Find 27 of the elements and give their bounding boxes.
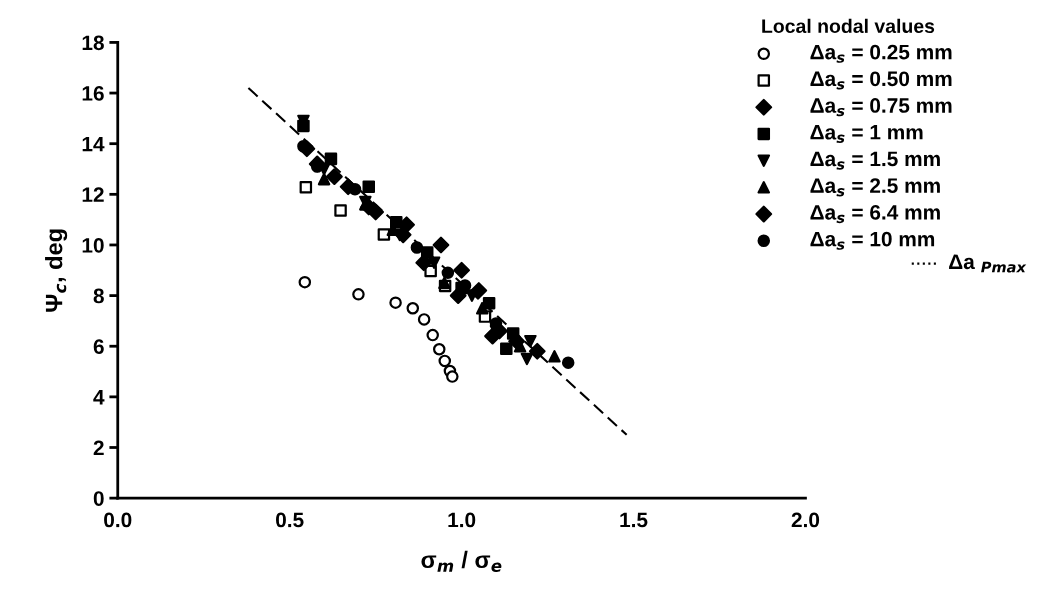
y-tick-label: 4 (93, 390, 105, 405)
x-tick-label: 1.0 (448, 512, 476, 528)
legend-label: Δa$_{s}$ = 1 mm (810, 125, 923, 143)
legend-label: Δa$_{s}$ = 6.4 mm (810, 204, 940, 224)
y-tick-label: 10 (82, 237, 104, 253)
y-tick-label: 0 (93, 491, 104, 506)
legend-label: Δa$_{s}$ = 10 mm (810, 231, 935, 250)
y-axis-title: Ψ$_{c}$, deg (45, 229, 68, 312)
legend-title: Local nodal values (762, 18, 935, 34)
y-tick-label: 12 (82, 187, 104, 202)
legend-label: Δa$_{s}$ = 0.50 mm (810, 71, 952, 90)
legend-label: Δa$_{s}$ = 0.25 mm (810, 44, 952, 63)
x-axis-title: σ$_{m}$ / σ$_{e}$ (421, 550, 502, 572)
x-tick-label: 0.5 (276, 512, 304, 528)
legend-label: Δa$_{s}$ = 1.5 mm (810, 151, 940, 170)
legend-label: Δa$_{s}$ = 2.5 mm (810, 178, 940, 197)
x-tick-label: 1.5 (620, 512, 648, 528)
y-tick-label: 8 (93, 288, 104, 304)
text: Δa $_{Pmax}$ (949, 254, 1027, 273)
legend-label: Δa$_{s}$ = 0.75 mm (810, 98, 952, 117)
x-tick-label: 0.0 (104, 512, 132, 528)
y-tick-label: 6 (93, 339, 104, 354)
y-tick-label: 16 (82, 86, 104, 101)
x-tick-label: 2.0 (791, 512, 820, 528)
y-tick-label: 2 (93, 440, 104, 456)
y-tick-label: 18 (82, 35, 104, 51)
y-tick-label: 14 (82, 136, 105, 152)
